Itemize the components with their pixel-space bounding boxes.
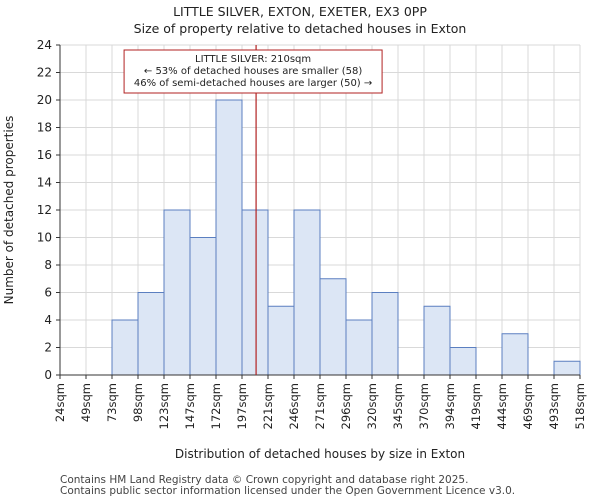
x-tick-label: 271sqm xyxy=(313,383,327,429)
x-tick-label: 147sqm xyxy=(183,383,197,429)
x-tick-label: 345sqm xyxy=(391,383,405,429)
x-tick-label: 98sqm xyxy=(131,383,145,422)
x-tick-label: 419sqm xyxy=(469,383,483,429)
bar-98sqm xyxy=(137,292,165,376)
x-tick-label: 394sqm xyxy=(443,383,457,429)
x-tick-label: 518sqm xyxy=(573,383,587,429)
x-tick-label: 24sqm xyxy=(53,383,67,422)
chart-title: LITTLE SILVER, EXTON, EXETER, EX3 0PP xyxy=(173,4,427,19)
bar-320sqm xyxy=(371,292,399,376)
bar-123sqm xyxy=(163,209,191,376)
bar-73sqm xyxy=(111,319,139,376)
x-axis-label: Distribution of detached houses by size … xyxy=(175,447,465,461)
y-tick-label: 2 xyxy=(44,341,52,355)
annotation-line-1: LITTLE SILVER: 210sqm xyxy=(195,54,311,65)
x-tick-label: 444sqm xyxy=(495,383,509,429)
bar-394sqm xyxy=(449,347,477,376)
y-tick-label: 18 xyxy=(37,121,52,135)
footer-line-2: Contains public sector information licen… xyxy=(60,485,516,497)
y-tick-label: 12 xyxy=(37,203,52,217)
x-tick-label: 197sqm xyxy=(235,383,249,429)
x-tick-label: 123sqm xyxy=(157,383,171,429)
y-tick-label: 4 xyxy=(44,313,52,327)
y-tick-label: 8 xyxy=(44,258,52,272)
x-tick-label: 73sqm xyxy=(105,383,119,422)
x-tick-label: 370sqm xyxy=(417,383,431,429)
x-tick-label: 246sqm xyxy=(287,383,301,429)
bar-246sqm xyxy=(293,209,321,376)
property-marker: LITTLE SILVER: 210sqm← 53% of detached h… xyxy=(123,45,383,375)
y-axis-label: Number of detached properties xyxy=(2,116,16,305)
bar-147sqm xyxy=(189,237,217,376)
bar-296sqm xyxy=(345,319,373,376)
x-tick-label: 469sqm xyxy=(521,383,535,429)
bar-493sqm xyxy=(553,360,581,376)
footer-line-1: Contains HM Land Registry data © Crown c… xyxy=(60,474,469,486)
bar-444sqm xyxy=(501,333,529,376)
y-tick-label: 24 xyxy=(37,38,52,52)
bar-172sqm xyxy=(215,99,243,376)
x-tick-label: 172sqm xyxy=(209,383,223,429)
x-tick-label: 49sqm xyxy=(79,383,93,422)
y-tick-label: 20 xyxy=(37,93,52,107)
annotation-line-2: ← 53% of detached houses are smaller (58… xyxy=(144,66,362,77)
annotation-line-3: 46% of semi-detached houses are larger (… xyxy=(134,78,372,89)
bar-221sqm xyxy=(267,305,295,376)
x-tick-label: 221sqm xyxy=(261,383,275,429)
bar-271sqm xyxy=(319,278,347,376)
y-tick-label: 10 xyxy=(37,231,52,245)
y-tick-label: 14 xyxy=(37,176,52,190)
y-tick-label: 22 xyxy=(37,66,52,80)
y-tick-label: 16 xyxy=(37,148,52,162)
bar-370sqm xyxy=(423,305,451,376)
y-tick-label: 0 xyxy=(44,368,52,382)
annotation-box xyxy=(123,49,383,94)
bars xyxy=(111,99,581,376)
x-tick-label: 320sqm xyxy=(365,383,379,429)
x-tick-label: 493sqm xyxy=(547,383,561,429)
bar-197sqm xyxy=(241,209,269,376)
y-tick-label: 6 xyxy=(44,286,52,300)
chart-subtitle: Size of property relative to detached ho… xyxy=(133,21,467,36)
x-tick-label: 296sqm xyxy=(339,383,353,429)
